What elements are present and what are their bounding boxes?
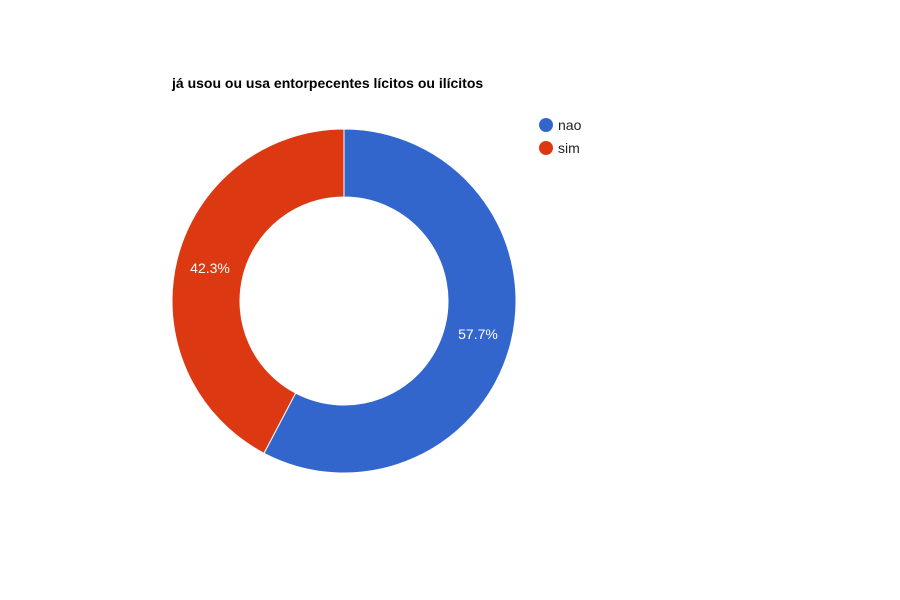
legend-label-nao: nao <box>558 116 582 133</box>
slice-sim[interactable] <box>171 128 345 454</box>
slice-label-sim: 42.3% <box>190 260 230 276</box>
legend-item-sim[interactable]: sim <box>539 136 581 159</box>
legend-swatch-sim <box>539 140 553 155</box>
legend-item-nao[interactable]: nao <box>539 113 581 136</box>
legend: nao sim <box>539 113 581 159</box>
donut-slices <box>171 128 517 474</box>
slice-value-labels: 57.7% 42.3% <box>190 260 498 342</box>
slice-label-nao: 57.7% <box>458 326 498 342</box>
legend-swatch-nao <box>539 117 553 132</box>
slice-nao[interactable] <box>263 128 517 474</box>
legend-label-sim: sim <box>558 139 580 156</box>
chart-title: já usou ou usa entorpecentes lícitos ou … <box>172 75 484 91</box>
